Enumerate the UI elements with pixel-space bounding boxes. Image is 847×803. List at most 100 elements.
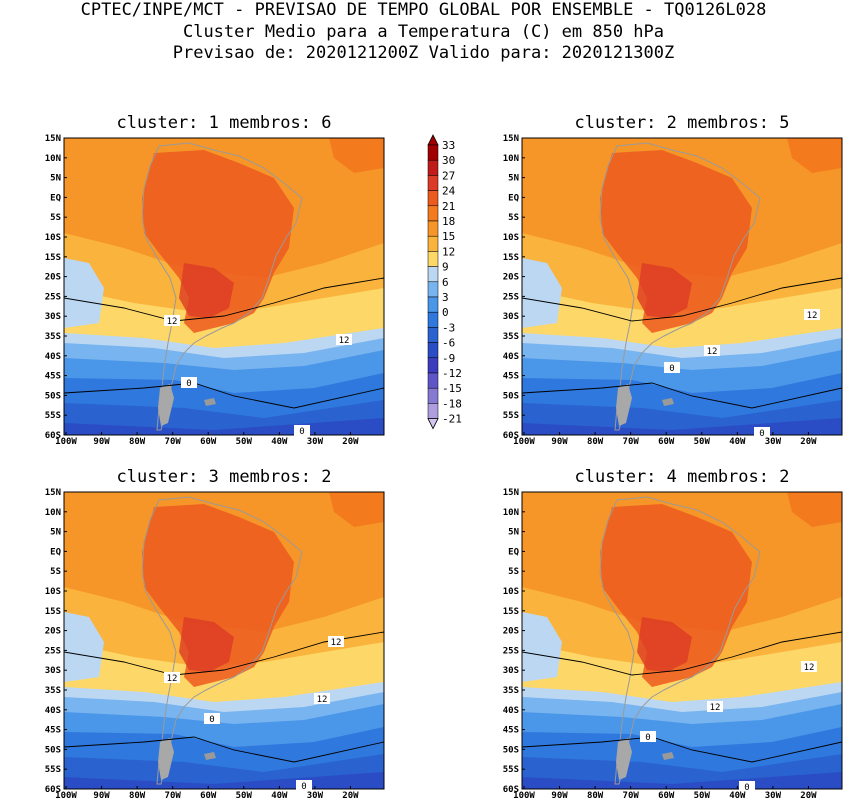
lat-tick-label: 5N <box>508 174 519 184</box>
svg-text:12: 12 <box>167 317 178 327</box>
svg-text:12: 12 <box>807 311 818 321</box>
lon-tick-label: 20W <box>800 791 817 801</box>
lat-tick-label: EQ <box>50 547 61 557</box>
legend-label: 3 <box>442 291 449 304</box>
lat-tick-label: 25S <box>45 646 61 656</box>
lat-tick-label: 35S <box>45 686 61 696</box>
lat-tick-label: 35S <box>503 332 519 342</box>
legend-label: 9 <box>442 261 449 274</box>
contour-label: 12 <box>314 693 330 705</box>
legend-label: 33 <box>442 139 455 152</box>
lon-tick-label: 20W <box>342 437 359 447</box>
svg-text:0: 0 <box>669 364 674 374</box>
map-panel-3: 12 12 12 0 0 15N 10N 5N EQ 5S 10S 15S 20S 25S 30S 35S 40… <box>45 488 385 801</box>
lat-tick-label: 15S <box>503 607 519 617</box>
legend-label: 21 <box>442 200 455 213</box>
lon-tick-label: 100W <box>513 437 535 447</box>
lat-tick-label: 10N <box>503 154 519 164</box>
svg-text:0: 0 <box>645 733 650 743</box>
legend-label: -12 <box>442 367 462 380</box>
lat-tick-label: 60S <box>503 785 519 795</box>
legend-swatch <box>427 266 439 283</box>
map-panel-4: 12 12 0 0 15N 10N 5N EQ 5S 10S 15S 20S 25S 30S 35S 40S 4… <box>503 488 843 801</box>
lat-tick-label: 10S <box>503 233 519 243</box>
lon-tick-label: 30W <box>307 437 324 447</box>
svg-text:0: 0 <box>209 715 214 725</box>
lat-tick-label: 25S <box>503 646 519 656</box>
legend-label: 18 <box>442 215 455 228</box>
lon-tick-label: 50W <box>694 437 711 447</box>
legend-swatch <box>427 403 439 419</box>
ocean-patch-ne <box>787 138 842 173</box>
legend-swatch <box>427 281 439 298</box>
contour-label: 0 <box>739 781 755 793</box>
legend-label: -15 <box>442 382 462 395</box>
lat-tick-label: 40S <box>45 706 61 716</box>
contour-label: 0 <box>204 713 220 725</box>
contour-0 <box>521 736 843 763</box>
lon-tick-label: 90W <box>93 791 110 801</box>
legend-label: -9 <box>442 352 455 365</box>
legend-swatch <box>427 342 439 359</box>
lat-tick-label: 15N <box>45 134 61 144</box>
contour-0 <box>63 382 385 409</box>
lat-tick-label: 30S <box>503 666 519 676</box>
legend-swatch <box>427 205 439 222</box>
lon-tick-label: 70W <box>165 791 182 801</box>
svg-text:0: 0 <box>186 379 191 389</box>
lat-tick-label: 30S <box>45 666 61 676</box>
lon-tick-label: 70W <box>623 437 640 447</box>
contour-12 <box>63 631 385 676</box>
lon-tick-label: 60W <box>200 437 217 447</box>
legend-top-arrow <box>427 134 439 146</box>
lon-tick-label: 40W <box>271 791 288 801</box>
lat-tick-label: 45S <box>503 726 519 736</box>
svg-text:12: 12 <box>167 674 178 684</box>
lon-tick-label: 30W <box>765 437 782 447</box>
contour-label: 12 <box>336 334 352 346</box>
lon-tick-label: 40W <box>729 437 746 447</box>
legend-label: 15 <box>442 230 455 243</box>
lat-tick-label: 10N <box>45 154 61 164</box>
ocean-patch-ne <box>329 138 384 173</box>
lon-tick-label: 30W <box>765 791 782 801</box>
lat-tick-label: 25S <box>503 292 519 302</box>
lat-tick-label: 60S <box>45 785 61 795</box>
legend-swatch <box>427 387 439 404</box>
lat-tick-label: 30S <box>45 312 61 322</box>
lon-tick-label: 60W <box>658 791 675 801</box>
lat-tick-label: 60S <box>45 431 61 441</box>
lon-tick-label: 40W <box>729 791 746 801</box>
contour-label: 0 <box>754 427 770 439</box>
lat-tick-label: 10S <box>45 587 61 597</box>
legend-swatch <box>427 159 439 176</box>
lat-tick-label: 10N <box>503 508 519 518</box>
ocean-patch-ne <box>329 492 384 527</box>
ocean-patch-west <box>64 258 104 328</box>
map-frame <box>63 137 385 436</box>
svg-text:12: 12 <box>317 695 328 705</box>
lat-tick-label: 5S <box>50 213 61 223</box>
lat-tick-label: 35S <box>45 332 61 342</box>
legend-swatch <box>427 372 439 389</box>
panel-2-title: cluster: 2 membros: 5 <box>574 113 790 133</box>
legend-label: 27 <box>442 169 455 182</box>
legend-label: 0 <box>442 306 449 319</box>
legend-label: 30 <box>442 154 455 167</box>
legend-label: -21 <box>442 413 462 426</box>
legend-label: -3 <box>442 321 455 334</box>
lat-tick-label: 5S <box>508 213 519 223</box>
lat-tick-label: 35S <box>503 686 519 696</box>
lon-tick-label: 50W <box>694 791 711 801</box>
contour-12 <box>521 631 843 676</box>
panel-4-title: cluster: 4 membros: 2 <box>574 467 790 487</box>
lon-tick-label: 30W <box>307 791 324 801</box>
ocean-patch-west <box>64 612 104 682</box>
contour-label: 0 <box>181 377 197 389</box>
lat-tick-label: 50S <box>503 391 519 401</box>
map-frame <box>521 137 843 436</box>
svg-text:0: 0 <box>299 427 304 437</box>
lat-tick-label: 5N <box>50 174 61 184</box>
contour-12 <box>521 277 843 322</box>
